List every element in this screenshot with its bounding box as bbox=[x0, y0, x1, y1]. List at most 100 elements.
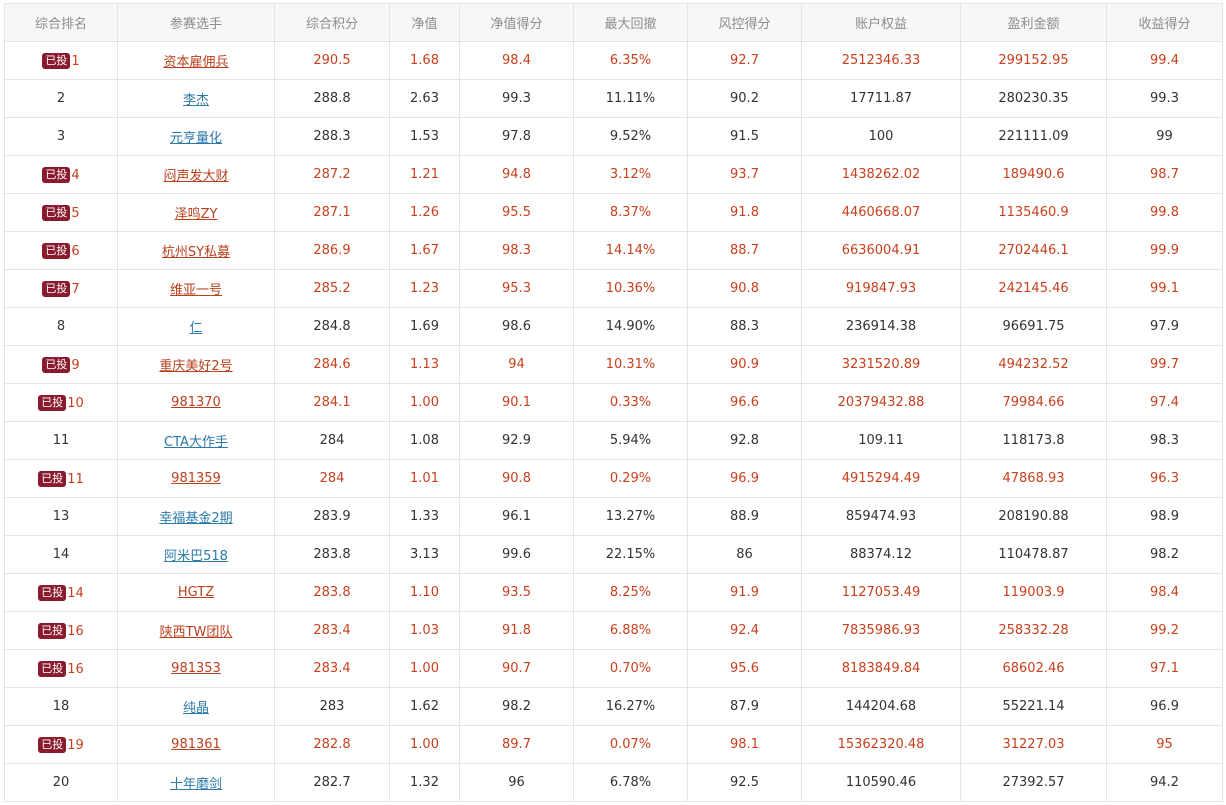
nav-score-cell: 95.5 bbox=[459, 193, 574, 232]
max-drawdown-cell: 0.70% bbox=[573, 649, 688, 688]
player-cell: 阿米巴518 bbox=[117, 535, 275, 574]
rank-cell: 8 bbox=[4, 307, 118, 346]
player-name-link[interactable]: 981361 bbox=[171, 737, 221, 752]
table-row: 13 幸福基金2期 283.9 1.33 96.1 13.27% 88.9 85… bbox=[4, 497, 1223, 536]
risk-score-cell: 91.8 bbox=[687, 193, 802, 232]
rank-value: 2 bbox=[56, 91, 66, 106]
player-name-link[interactable]: 杭州SY私募 bbox=[161, 245, 231, 260]
player-cell: 仁 bbox=[117, 307, 275, 346]
player-name-link[interactable]: 闷声发大财 bbox=[163, 169, 229, 184]
return-score-cell: 99.1 bbox=[1106, 269, 1223, 308]
risk-score-cell: 96.6 bbox=[687, 383, 802, 422]
invested-badge: 已投 bbox=[38, 470, 67, 487]
return-score-cell: 96.3 bbox=[1106, 459, 1223, 498]
rank-cell: 已投 6 bbox=[4, 231, 118, 270]
equity-cell: 100 bbox=[801, 117, 961, 156]
player-cell: 十年磨剑 bbox=[117, 763, 275, 802]
equity-cell: 859474.93 bbox=[801, 497, 961, 536]
player-name-link[interactable]: CTA大作手 bbox=[164, 435, 228, 450]
player-name-link[interactable]: 元亨量化 bbox=[169, 131, 222, 146]
rank-cell: 已投 14 bbox=[4, 573, 118, 612]
score-cell: 290.5 bbox=[274, 41, 390, 80]
risk-score-cell: 90.2 bbox=[687, 79, 802, 118]
score-cell: 288.3 bbox=[274, 117, 390, 156]
nav-score-cell: 94.8 bbox=[459, 155, 574, 194]
profit-cell: 68602.46 bbox=[960, 649, 1107, 688]
rank-cell: 20 bbox=[4, 763, 118, 802]
player-name-link[interactable]: 纯晶 bbox=[182, 701, 209, 716]
rank-value: 3 bbox=[56, 129, 66, 144]
equity-cell: 144204.68 bbox=[801, 687, 961, 726]
profit-cell: 1135460.9 bbox=[960, 193, 1107, 232]
rank-value: 16 bbox=[67, 661, 84, 677]
nav-cell: 1.03 bbox=[389, 611, 460, 650]
player-cell: 闷声发大财 bbox=[117, 155, 275, 194]
risk-score-cell: 96.9 bbox=[687, 459, 802, 498]
return-score-cell: 97.4 bbox=[1106, 383, 1223, 422]
player-name-link[interactable]: 981359 bbox=[171, 471, 221, 486]
equity-cell: 109.11 bbox=[801, 421, 961, 460]
risk-score-cell: 98.1 bbox=[687, 725, 802, 764]
rank-cell: 已投 9 bbox=[4, 345, 118, 384]
header-player: 参赛选手 bbox=[117, 3, 275, 42]
score-cell: 283.9 bbox=[274, 497, 390, 536]
rank-cell: 已投 10 bbox=[4, 383, 118, 422]
header-rank: 综合排名 bbox=[4, 3, 118, 42]
invested-badge: 已投 bbox=[42, 204, 71, 221]
profit-cell: 280230.35 bbox=[960, 79, 1107, 118]
invested-badge: 已投 bbox=[42, 356, 71, 373]
player-cell: 陕西TW团队 bbox=[117, 611, 275, 650]
nav-score-cell: 97.8 bbox=[459, 117, 574, 156]
profit-cell: 118173.8 bbox=[960, 421, 1107, 460]
profit-cell: 258332.28 bbox=[960, 611, 1107, 650]
player-name-link[interactable]: 仁 bbox=[189, 321, 203, 336]
nav-score-cell: 96 bbox=[459, 763, 574, 802]
rank-value: 13 bbox=[52, 509, 70, 524]
player-name-link[interactable]: HGTZ bbox=[177, 585, 215, 600]
risk-score-cell: 92.4 bbox=[687, 611, 802, 650]
player-name-link[interactable]: 资本雇佣兵 bbox=[163, 55, 229, 70]
player-name-link[interactable]: 981370 bbox=[171, 395, 221, 410]
rank-value: 8 bbox=[56, 319, 66, 334]
rank-value: 10 bbox=[67, 395, 84, 411]
player-name-link[interactable]: 维亚一号 bbox=[169, 283, 222, 298]
score-cell: 284 bbox=[274, 421, 390, 460]
rank-cell: 2 bbox=[4, 79, 118, 118]
risk-score-cell: 92.5 bbox=[687, 763, 802, 802]
nav-score-cell: 89.7 bbox=[459, 725, 574, 764]
equity-cell: 7835986.93 bbox=[801, 611, 961, 650]
profit-cell: 242145.46 bbox=[960, 269, 1107, 308]
header-max-drawdown: 最大回撤 bbox=[573, 3, 688, 42]
player-name-link[interactable]: 幸福基金2期 bbox=[159, 511, 233, 526]
player-cell: 资本雇佣兵 bbox=[117, 41, 275, 80]
score-cell: 284.8 bbox=[274, 307, 390, 346]
profit-cell: 189490.6 bbox=[960, 155, 1107, 194]
score-cell: 282.7 bbox=[274, 763, 390, 802]
return-score-cell: 99.2 bbox=[1106, 611, 1223, 650]
max-drawdown-cell: 0.07% bbox=[573, 725, 688, 764]
max-drawdown-cell: 6.88% bbox=[573, 611, 688, 650]
nav-cell: 1.32 bbox=[389, 763, 460, 802]
max-drawdown-cell: 22.15% bbox=[573, 535, 688, 574]
risk-score-cell: 87.9 bbox=[687, 687, 802, 726]
max-drawdown-cell: 10.36% bbox=[573, 269, 688, 308]
return-score-cell: 99.4 bbox=[1106, 41, 1223, 80]
table-row: 14 阿米巴518 283.8 3.13 99.6 22.15% 86 8837… bbox=[4, 535, 1223, 574]
risk-score-cell: 91.5 bbox=[687, 117, 802, 156]
player-name-link[interactable]: 十年磨剑 bbox=[169, 777, 222, 792]
risk-score-cell: 88.3 bbox=[687, 307, 802, 346]
max-drawdown-cell: 6.78% bbox=[573, 763, 688, 802]
return-score-cell: 98.3 bbox=[1106, 421, 1223, 460]
player-name-link[interactable]: 泽鸣ZY bbox=[174, 207, 218, 222]
player-name-link[interactable]: 李杰 bbox=[182, 93, 209, 108]
equity-cell: 15362320.48 bbox=[801, 725, 961, 764]
nav-cell: 1.62 bbox=[389, 687, 460, 726]
player-name-link[interactable]: 981353 bbox=[171, 661, 221, 676]
equity-cell: 6636004.91 bbox=[801, 231, 961, 270]
player-cell: 维亚一号 bbox=[117, 269, 275, 308]
player-name-link[interactable]: 阿米巴518 bbox=[164, 549, 228, 564]
return-score-cell: 98.2 bbox=[1106, 535, 1223, 574]
player-name-link[interactable]: 重庆美好2号 bbox=[159, 359, 233, 374]
player-name-link[interactable]: 陕西TW团队 bbox=[159, 625, 233, 640]
table-row: 8 仁 284.8 1.69 98.6 14.90% 88.3 236914.3… bbox=[4, 307, 1223, 346]
